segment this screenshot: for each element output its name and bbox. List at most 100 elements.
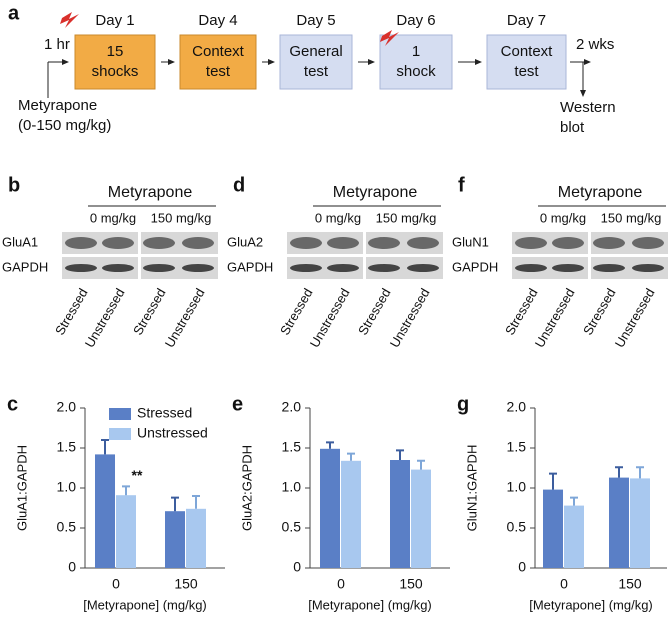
- blot-band: [593, 264, 625, 272]
- error-bar: [549, 472, 557, 490]
- step-day: Day 5: [296, 12, 335, 29]
- lightning-icon: [60, 12, 79, 28]
- blot-band: [327, 237, 359, 249]
- significance: **: [132, 467, 143, 483]
- bar: [341, 460, 361, 568]
- dose-label: (0-150 mg/kg): [18, 117, 111, 134]
- y-tick-label: 0.5: [507, 519, 527, 535]
- blot-band: [143, 264, 175, 272]
- blot-strip: [141, 257, 218, 279]
- drug-label: Metyrapone: [18, 97, 97, 114]
- blot-band: [65, 237, 97, 249]
- blot-band: [552, 264, 584, 272]
- error-bar: [615, 466, 623, 478]
- blot-band: [65, 264, 97, 272]
- bar: [95, 454, 115, 568]
- drug-label: Metyrapone: [333, 184, 418, 201]
- endpoint-label: blot: [560, 119, 585, 136]
- y-tick-label: 0.5: [282, 519, 302, 535]
- y-tick-label: 1.5: [282, 439, 302, 455]
- blot-band: [368, 264, 400, 272]
- y-tick-label: 1.0: [507, 479, 527, 495]
- lane-label: Unstressed: [387, 286, 433, 350]
- lane-label: Unstressed: [612, 286, 658, 350]
- step-day: Day 6: [396, 12, 435, 29]
- legend-swatch: [109, 408, 131, 420]
- panel-label: e: [232, 393, 243, 415]
- blot-band: [182, 264, 214, 272]
- blot-band: [327, 264, 359, 272]
- dose-label: 0 mg/kg: [315, 210, 361, 225]
- step-day: Day 4: [198, 12, 237, 29]
- dose-label: 150 mg/kg: [601, 210, 662, 225]
- step-text: shock: [396, 63, 436, 80]
- bar: [165, 511, 185, 568]
- y-tick-label: 1.5: [57, 439, 77, 455]
- pre-label: 1 hr: [44, 36, 70, 53]
- bar: [543, 489, 563, 568]
- blot-band: [182, 237, 214, 249]
- lane-label: Stressed: [277, 286, 316, 338]
- legend-swatch: [109, 428, 131, 440]
- step-text: 15: [107, 43, 124, 60]
- blot-band: [368, 237, 400, 249]
- y-axis-label: GluN1:GAPDH: [464, 445, 479, 532]
- error-bar: [347, 452, 355, 461]
- row-label: GAPDH: [2, 259, 48, 274]
- blot-strip: [287, 257, 363, 279]
- y-tick-label: 2.0: [57, 399, 77, 415]
- bar: [564, 505, 584, 568]
- panel-label: c: [7, 393, 18, 415]
- lane-label: Stressed: [355, 286, 394, 338]
- x-tick-label: 150: [174, 576, 198, 592]
- blot-band: [632, 264, 664, 272]
- step-box: [279, 34, 353, 90]
- blot-band: [102, 237, 134, 249]
- step-day: Day 1: [95, 12, 134, 29]
- error-bar: [326, 441, 334, 449]
- error-bar: [122, 485, 130, 496]
- step-text: shocks: [92, 63, 139, 80]
- blot-band: [407, 237, 439, 249]
- bar: [609, 477, 629, 568]
- y-tick-label: 1.5: [507, 439, 527, 455]
- endpoint-label: Western: [560, 99, 616, 116]
- dose-label: 0 mg/kg: [90, 210, 136, 225]
- y-tick-label: 0.5: [57, 519, 77, 535]
- x-axis-label: [Metyrapone] (mg/kg): [308, 597, 432, 612]
- step-text: Context: [501, 43, 554, 60]
- bar: [320, 448, 340, 568]
- lightning-icon: [380, 30, 399, 46]
- step-text: test: [206, 63, 231, 80]
- y-tick-label: 2.0: [282, 399, 302, 415]
- bar: [390, 460, 410, 568]
- step-text: test: [514, 63, 539, 80]
- y-tick-label: 2.0: [507, 399, 527, 415]
- lane-label: Stressed: [502, 286, 541, 338]
- blot-strip: [591, 257, 668, 279]
- row-label: GAPDH: [452, 259, 498, 274]
- drug-label: Metyrapone: [108, 184, 193, 201]
- blot-strip: [512, 257, 588, 279]
- x-tick-label: 150: [399, 576, 423, 592]
- x-tick-label: 150: [618, 576, 642, 592]
- panel-label: b: [8, 174, 20, 196]
- x-axis-label: [Metyrapone] (mg/kg): [529, 597, 653, 612]
- blot-band: [407, 264, 439, 272]
- dose-label: 150 mg/kg: [376, 210, 437, 225]
- blot-band: [143, 237, 175, 249]
- x-tick-label: 0: [560, 576, 568, 592]
- row-label: GluA2: [227, 234, 263, 249]
- panel-label: f: [458, 174, 465, 196]
- blot-strip: [366, 257, 443, 279]
- step-box: [179, 34, 257, 90]
- blot-band: [515, 264, 547, 272]
- x-tick-label: 0: [337, 576, 345, 592]
- blot-band: [552, 237, 584, 249]
- x-tick-label: 0: [112, 576, 120, 592]
- y-tick-label: 1.0: [57, 479, 77, 495]
- bar: [116, 495, 136, 568]
- error-bar: [417, 459, 425, 470]
- bar: [630, 478, 650, 568]
